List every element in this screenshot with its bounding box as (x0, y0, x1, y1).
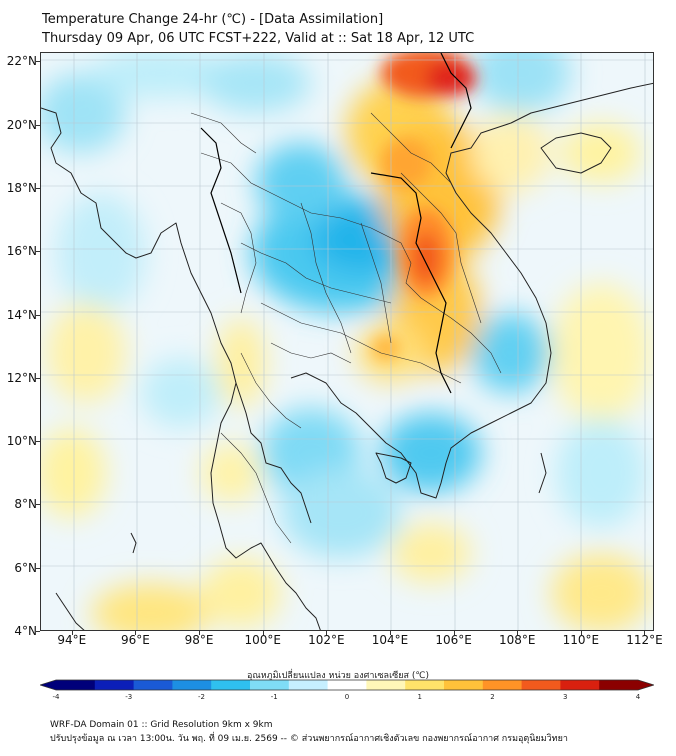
colorbar-segment (366, 680, 406, 690)
lon-label: 96°E (121, 633, 150, 647)
lon-tick (389, 631, 391, 635)
lon-tick (453, 631, 455, 635)
colorbar-outline (40, 679, 654, 691)
lon-label: 94°E (57, 633, 87, 647)
temperature-field (41, 53, 651, 630)
colorbar (40, 679, 654, 691)
lon-tick (326, 631, 328, 635)
footer-update-info: ปรับปรุงข้อมูล ณ เวลา 13:00น. วัน พฤ. ที… (50, 734, 568, 744)
lat-label: 18°N (6, 181, 37, 196)
colorbar-segment (521, 680, 561, 690)
colorbar-tick-label: -3 (125, 693, 133, 701)
lon-tick (199, 631, 201, 635)
colorbar-tick-label: 4 (635, 693, 641, 701)
lat-label: 6°N (14, 560, 37, 575)
lon-label: 112°E (626, 633, 663, 647)
lon-tick (580, 631, 582, 635)
country-borders (200, 53, 472, 394)
lat-tick (36, 504, 40, 506)
lat-label: 20°N (6, 117, 37, 132)
lon-label: 110°E (562, 633, 600, 647)
colorbar-tick-label: -1 (270, 693, 278, 701)
colorbar-tick-label: 0 (344, 693, 350, 701)
lon-label: 102°E (308, 633, 345, 647)
colorbar-tick-label: 2 (490, 693, 495, 701)
lat-label: 16°N (6, 244, 37, 259)
lat-tick (36, 567, 40, 569)
graticule (41, 53, 653, 630)
lon-label: 108°E (498, 633, 536, 647)
colorbar-segment (56, 680, 96, 690)
lat-label: 14°N (6, 307, 37, 322)
lat-label: 22°N (6, 54, 37, 69)
colorbar-segment (172, 680, 212, 690)
lon-tick (135, 631, 137, 635)
lat-label: 10°N (6, 434, 37, 449)
colorbar-tick-label: -4 (52, 693, 60, 701)
colorbar-segment (133, 680, 173, 690)
colorbar-extend-low (40, 680, 56, 690)
colorbar-label: อุณหภูมิเปลี่ยนแปลง หน่วย องศาเซลเซียส (… (246, 671, 430, 681)
colorbar-segment (405, 680, 445, 690)
colorbar-segment (444, 680, 484, 690)
lat-tick (36, 377, 40, 379)
lat-label: 8°N (14, 497, 37, 512)
lon-tick (262, 631, 264, 635)
temperature-change-map[interactable] (40, 52, 654, 631)
colorbar-extend-high (638, 680, 654, 690)
lat-tick (36, 251, 40, 253)
lat-label: 12°N (6, 370, 37, 385)
lon-tick (517, 631, 519, 635)
lon-label: 106°E (435, 633, 472, 647)
colorbar-tick-label: 3 (563, 693, 568, 701)
footer-model-info: WRF-DA Domain 01 :: Grid Resolution 9km … (50, 720, 273, 730)
lon-tick (71, 631, 73, 635)
lon-label: 104°E (371, 633, 409, 647)
admin-borders (190, 112, 502, 544)
colorbar-segment (94, 680, 135, 690)
colorbar-segment (211, 680, 251, 690)
lat-tick (36, 631, 40, 632)
lat-tick (36, 441, 40, 443)
colorbar-segment (288, 680, 329, 690)
colorbar-segment (599, 680, 639, 690)
lon-label: 98°E (184, 633, 214, 647)
map-title: Temperature Change 24-hr (℃) - [Data Ass… (42, 12, 384, 27)
map-canvas (41, 53, 653, 630)
lat-tick (36, 314, 40, 316)
map-subtitle: Thursday 09 Apr, 06 UTC FCST+222, Valid … (42, 31, 475, 46)
colorbar-segment (250, 680, 290, 690)
colorbar-tick-label: 1 (417, 693, 422, 701)
colorbar-segment (560, 680, 600, 690)
lon-label: 100°E (244, 633, 281, 647)
colorbar-segment (482, 680, 523, 690)
colorbar-segment (327, 680, 367, 690)
lon-tick (644, 631, 646, 635)
lat-tick (36, 188, 40, 190)
lat-tick (36, 124, 40, 126)
colorbar-tick-label: -2 (198, 693, 205, 701)
lat-label: 4°N (14, 624, 37, 638)
coastlines (41, 82, 653, 630)
lat-tick (36, 61, 40, 63)
hot-spots (372, 53, 476, 360)
